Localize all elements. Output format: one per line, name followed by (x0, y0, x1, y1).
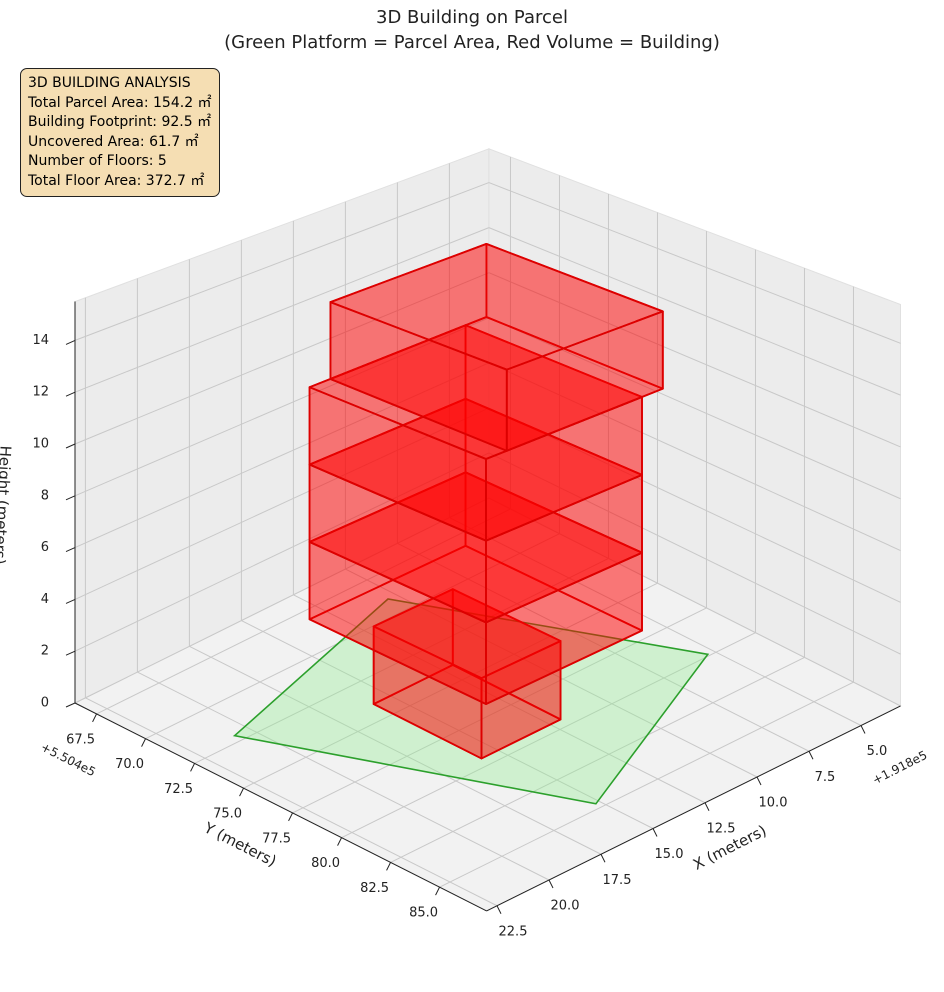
grid-line (74, 317, 490, 497)
building-floor (308, 397, 643, 624)
building-floor (308, 324, 643, 542)
grid-line (488, 182, 901, 344)
x-tick (548, 879, 554, 889)
z-tick-label: 12 (32, 385, 49, 400)
grid-line (74, 407, 490, 600)
grid-line (449, 517, 862, 726)
info-line: Building Footprint: 92.5 ㎡ (28, 114, 212, 130)
grid-line (85, 697, 498, 907)
grid-line (390, 656, 805, 863)
building-floor (308, 471, 643, 705)
x-tick-label: 10.0 (759, 796, 788, 811)
x-tick (860, 725, 866, 734)
info-line: Uncovered Area: 61.7 ㎡ (28, 133, 199, 150)
z-tick-label: 8 (41, 488, 49, 503)
y-tick-label: 85.0 (409, 906, 438, 921)
grid-line (397, 542, 810, 752)
y-tick-label: 67.5 (66, 732, 95, 747)
grid-line (74, 182, 490, 341)
x-tick (704, 802, 710, 811)
grid-line (243, 582, 658, 789)
grid-line (439, 681, 854, 888)
parcel (232, 598, 710, 805)
x-tick-label: 20.0 (551, 899, 580, 914)
info-line: Number of Floors: 5 (28, 153, 167, 169)
grid-line (488, 227, 901, 396)
grid-line (74, 497, 490, 704)
z-tick (65, 339, 76, 345)
x-tick (808, 751, 814, 760)
info-box: 3D BUILDING ANALYSIS Total Parcel Area: 1… (20, 68, 220, 197)
y-tick (337, 837, 343, 846)
grid-line (74, 362, 490, 549)
z-tick (65, 495, 76, 501)
grid-line (488, 407, 901, 603)
z-axis-label: Height (meters) (0, 445, 15, 565)
building-face (372, 588, 562, 680)
z-tick (65, 443, 76, 449)
y-tick (288, 812, 294, 822)
building-floor (372, 588, 562, 760)
y-tick-label: 80.0 (311, 856, 340, 871)
grid-line (341, 632, 756, 839)
grid-line (194, 557, 609, 764)
grid-line (488, 362, 901, 551)
y-tick-label: 82.5 (360, 881, 389, 896)
y-tick-label: 70.0 (115, 757, 144, 772)
grid-line (241, 620, 654, 829)
grid-line (488, 452, 901, 655)
grid-line (488, 272, 901, 448)
z-tick-label: 10 (32, 437, 49, 452)
building-floor (329, 242, 664, 452)
x-tick (496, 905, 502, 914)
grid-line (145, 533, 560, 740)
y-tick (141, 738, 147, 747)
grid-line (96, 508, 511, 715)
x-tick-label: 17.5 (603, 873, 632, 888)
y-tick-label: 77.5 (262, 831, 291, 846)
z-tick-label: 4 (41, 592, 49, 607)
z-tick (65, 598, 76, 604)
y-axis (74, 702, 487, 912)
y-tick (239, 787, 245, 797)
x-tick (652, 828, 658, 837)
x-tick-label: 12.5 (707, 821, 736, 836)
x-axis (486, 705, 901, 912)
y-tick (190, 763, 196, 772)
x-tick (756, 776, 762, 786)
z-tick (65, 650, 76, 656)
grid-line (488, 497, 901, 707)
z-tick (65, 391, 76, 397)
grid-line (189, 645, 602, 855)
z-tick (65, 702, 76, 708)
y-tick-label: 75.0 (213, 807, 242, 822)
z-tick-label: 0 (41, 696, 49, 711)
x-tick-label: 15.0 (655, 847, 684, 862)
info-line: 3D BUILDING ANALYSIS (28, 75, 191, 91)
building-face (329, 242, 664, 371)
info-line: Total Parcel Area: 154.2 ㎡ (28, 94, 212, 111)
x-tick-label: 5.0 (867, 744, 888, 759)
z-tick-label: 6 (41, 540, 49, 555)
z-tick (65, 547, 76, 553)
grid-line (137, 671, 550, 881)
grid-line (74, 227, 490, 393)
x-tick-label: 7.5 (815, 770, 836, 785)
x-tick (600, 854, 606, 863)
y-tick (386, 862, 392, 871)
z-tick-label: 2 (41, 644, 49, 659)
grid-line (74, 452, 490, 652)
y-tick-label: 72.5 (164, 782, 193, 797)
grid-line (74, 272, 490, 445)
x-tick-label: 22.5 (499, 924, 528, 939)
info-line: Total Floor Area: 372.7 ㎡ (28, 172, 205, 189)
chart-subtitle: (Green Platform = Parcel Area, Red Volum… (224, 32, 720, 53)
y-tick (92, 713, 98, 723)
z-tick-label: 14 (32, 333, 49, 348)
grid-line (488, 317, 901, 500)
y-tick (435, 886, 441, 896)
chart-title: 3D Building on Parcel (376, 7, 568, 28)
